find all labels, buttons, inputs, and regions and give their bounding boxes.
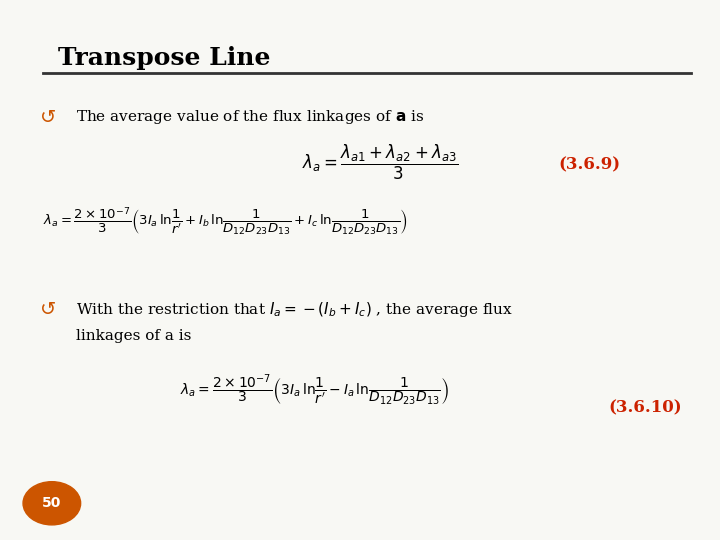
Circle shape xyxy=(23,482,81,525)
Text: ↺: ↺ xyxy=(40,108,56,127)
Text: (3.6.10): (3.6.10) xyxy=(608,400,682,416)
Text: $\lambda_a = \dfrac{2\times10^{-7}}{3}\left(3I_a\,\mathrm{ln}\dfrac{1}{r'} - I_a: $\lambda_a = \dfrac{2\times10^{-7}}{3}\l… xyxy=(180,373,449,408)
Text: $\lambda_a = \dfrac{2\times10^{-7}}{3}\left(3I_a\,\mathrm{ln}\dfrac{1}{r'} + I_b: $\lambda_a = \dfrac{2\times10^{-7}}{3}\l… xyxy=(43,205,408,237)
Text: 50: 50 xyxy=(42,496,61,510)
Text: Transpose Line: Transpose Line xyxy=(58,46,270,70)
Text: $\lambda_a = \dfrac{\lambda_{a1} + \lambda_{a2} + \lambda_{a3}}{3}$: $\lambda_a = \dfrac{\lambda_{a1} + \lamb… xyxy=(302,143,459,183)
Text: (3.6.9): (3.6.9) xyxy=(558,157,620,173)
Text: The average value of the flux linkages of $\mathbf{a}$ is: The average value of the flux linkages o… xyxy=(76,108,424,126)
Text: ↺: ↺ xyxy=(40,300,56,319)
Text: linkages of a is: linkages of a is xyxy=(76,329,191,343)
Text: With the restriction that $\boldsymbol{I_a} = -(\boldsymbol{I_b} + \boldsymbol{I: With the restriction that $\boldsymbol{I… xyxy=(76,300,513,319)
